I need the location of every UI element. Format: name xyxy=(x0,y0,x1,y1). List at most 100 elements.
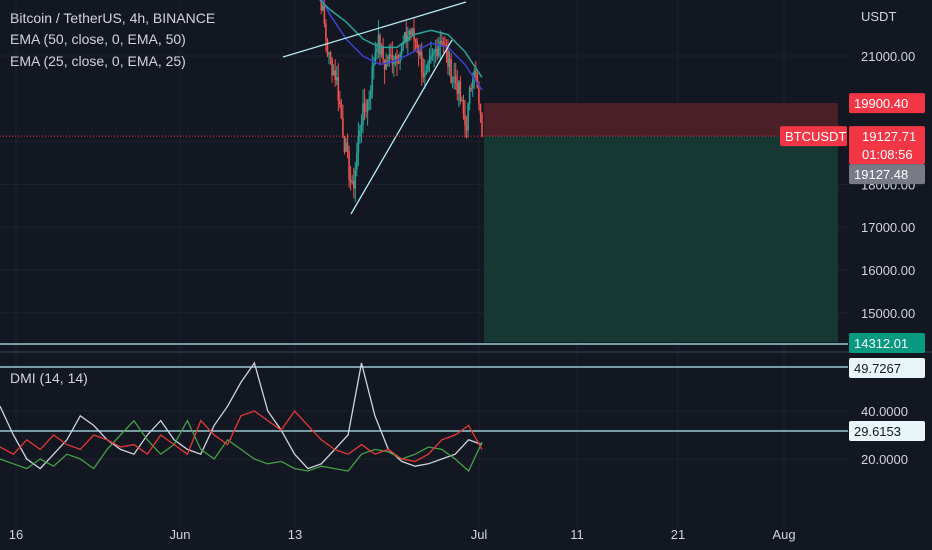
bid-price-badge-bg xyxy=(849,164,925,185)
candle-body xyxy=(471,80,474,89)
candle-body xyxy=(374,52,377,64)
candle-body xyxy=(394,55,397,62)
candle-body xyxy=(422,72,425,77)
candle-body xyxy=(339,100,341,105)
adx-line xyxy=(0,361,483,470)
dmi-upper-badge-bg xyxy=(849,358,925,378)
candle-body xyxy=(450,58,452,83)
candle-body xyxy=(400,46,403,55)
price-tick-label: 15000.00 xyxy=(861,306,915,321)
ema25-line xyxy=(319,0,483,78)
time-tick-label: 21 xyxy=(671,527,685,542)
candle-body xyxy=(396,55,398,63)
candle-body xyxy=(464,114,466,126)
take-profit-zone xyxy=(484,136,838,343)
candle-body xyxy=(349,179,352,183)
candle-body xyxy=(388,54,391,64)
candle-body xyxy=(385,60,387,70)
candle-body xyxy=(451,78,454,83)
candle-body xyxy=(328,52,330,55)
candle-body xyxy=(346,142,349,152)
candle-body xyxy=(441,40,443,42)
ema25-legend[interactable]: EMA (25, close, 0, EMA, 25) xyxy=(10,53,186,69)
last-price-value: 19127.71 xyxy=(862,129,916,144)
candle-body xyxy=(413,28,415,40)
candle-body xyxy=(331,58,333,76)
dmi-upper-badge: 49.7267 xyxy=(854,361,901,376)
symbol-title[interactable]: Bitcoin / TetherUS, 4h, BINANCE xyxy=(10,10,216,26)
candle-body xyxy=(461,100,463,102)
time-tick-label: Jun xyxy=(170,527,191,542)
candle-body xyxy=(332,70,335,76)
candle-body xyxy=(410,30,412,35)
ema50-line xyxy=(321,0,483,91)
time-tick-label: 11 xyxy=(570,527,584,542)
candle-body xyxy=(354,169,357,189)
last-price-badge-bg xyxy=(849,126,925,165)
candle-body xyxy=(481,113,483,137)
candle-body xyxy=(359,130,361,137)
candle-body xyxy=(371,66,374,91)
time-tick-label: Aug xyxy=(772,527,795,542)
dmi-tick-label: 40.0000 xyxy=(861,404,908,419)
candle-body xyxy=(431,53,434,56)
candle-body xyxy=(366,100,369,112)
candle-body xyxy=(428,59,431,64)
candle-body xyxy=(393,61,395,65)
candle-body xyxy=(465,125,468,131)
candle-body xyxy=(444,44,446,46)
candle-body xyxy=(348,151,350,180)
dmi-lower-badge-bg xyxy=(849,421,925,441)
candle-body xyxy=(382,45,384,60)
candle-body xyxy=(360,124,363,131)
candle-body xyxy=(427,63,429,71)
dmi-lower-badge: 29.6153 xyxy=(854,424,901,439)
dmi-legend[interactable]: DMI (14, 14) xyxy=(10,370,88,386)
candle-body xyxy=(377,35,380,49)
candle-body xyxy=(433,51,435,54)
candle-body xyxy=(340,104,343,118)
candle-body xyxy=(454,76,457,84)
candle-body xyxy=(343,136,346,152)
candle-body xyxy=(405,32,408,42)
price-tick-label: 16000.00 xyxy=(861,263,915,278)
di-minus-line xyxy=(0,409,483,463)
ema50-legend[interactable]: EMA (50, close, 0, EMA, 50) xyxy=(10,31,186,47)
dmi-tick-label: 20.0000 xyxy=(861,452,908,467)
candle-body xyxy=(408,30,411,36)
candle-body xyxy=(475,71,477,74)
target-price-badge-bg xyxy=(849,333,925,353)
candle-body xyxy=(335,77,338,81)
candle-body xyxy=(362,103,364,125)
candle-body xyxy=(459,81,462,101)
candle-body xyxy=(402,42,404,47)
candle-body xyxy=(462,100,465,115)
candle-body xyxy=(417,47,420,56)
bar-countdown: 01:08:56 xyxy=(862,147,913,162)
candle-body xyxy=(369,90,372,99)
price-tick-label: 17000.00 xyxy=(861,220,915,235)
stop-price-badge-bg xyxy=(849,93,925,114)
candle-body xyxy=(373,63,375,67)
candle-body xyxy=(416,41,418,48)
time-tick-label: 16 xyxy=(9,527,23,542)
candle-body xyxy=(379,35,381,55)
candle-body xyxy=(357,136,360,153)
candle-body xyxy=(368,98,370,101)
candle-body xyxy=(420,51,423,73)
time-tick-label: Jul xyxy=(471,527,488,542)
bid-price-badge: 19127.48 xyxy=(854,167,908,182)
candle-body xyxy=(411,28,414,35)
time-tick-label: 13 xyxy=(288,527,302,542)
stop-loss-zone xyxy=(484,103,838,137)
candle-body xyxy=(380,45,383,55)
candle-body xyxy=(458,81,460,94)
candle-body xyxy=(323,5,326,24)
candle-body xyxy=(473,71,476,81)
candle-body xyxy=(467,103,469,131)
candle-body xyxy=(326,39,329,55)
candle-body xyxy=(390,54,392,56)
candle-body xyxy=(430,55,432,60)
candle-body xyxy=(356,152,358,170)
